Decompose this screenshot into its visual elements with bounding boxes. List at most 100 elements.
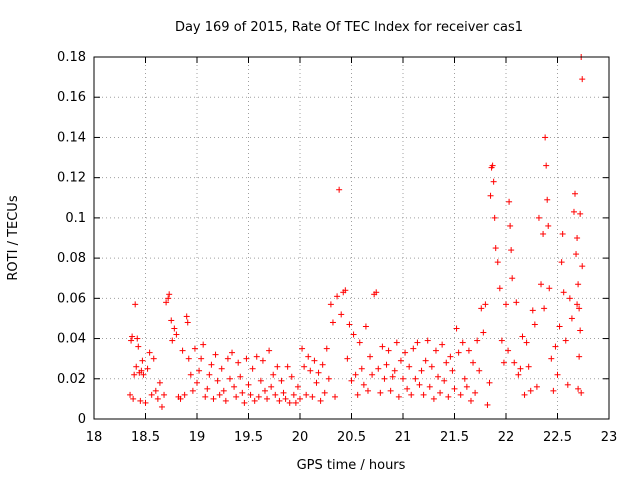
data-point (381, 375, 388, 382)
data-point (480, 329, 487, 336)
data-point (543, 162, 550, 169)
data-point (404, 385, 411, 392)
data-point (226, 375, 233, 382)
data-point (525, 363, 532, 370)
data-point (500, 359, 507, 366)
data-point (177, 395, 184, 402)
data-point (152, 387, 159, 394)
data-point (449, 367, 456, 374)
data-point (416, 381, 423, 388)
data-point (313, 379, 320, 386)
data-point (274, 363, 281, 370)
data-point (482, 301, 489, 308)
data-point (529, 307, 536, 314)
data-point (350, 331, 357, 338)
data-point (474, 337, 481, 344)
y-tick-label: 0.14 (57, 130, 86, 145)
data-point (191, 345, 198, 352)
data-point (158, 403, 165, 410)
x-tick-label: 18 (86, 430, 103, 445)
data-point (235, 359, 242, 366)
data-point (560, 289, 567, 296)
y-tick-label: 0 (78, 412, 86, 427)
data-point (443, 359, 450, 366)
y-tick-label: 0.16 (57, 90, 86, 105)
data-point (447, 353, 454, 360)
data-point (249, 365, 256, 372)
data-point (397, 357, 404, 364)
data-point (309, 393, 316, 400)
data-point (148, 391, 155, 398)
data-point (184, 319, 191, 326)
data-point (445, 393, 452, 400)
data-point (140, 371, 147, 378)
data-point (194, 379, 200, 386)
data-point (299, 345, 306, 352)
data-point (461, 375, 468, 382)
data-point (420, 391, 427, 398)
data-point (163, 299, 170, 306)
data-point (486, 379, 493, 386)
data-point (505, 347, 512, 354)
x-axis-label: GPS time / hours (297, 458, 406, 473)
data-point (131, 371, 138, 378)
data-point (189, 387, 196, 394)
data-point (270, 371, 277, 378)
data-point (494, 259, 501, 266)
data-point (183, 313, 190, 320)
data-point (577, 210, 584, 217)
data-point (352, 371, 359, 378)
data-point (544, 196, 551, 203)
data-point (166, 291, 173, 298)
data-point (564, 381, 571, 388)
data-point (133, 363, 140, 370)
x-tick-label: 23 (601, 430, 618, 445)
y-tick-label: 0.12 (57, 171, 86, 186)
data-point (489, 162, 496, 169)
data-point (377, 389, 384, 396)
data-point (276, 397, 283, 404)
data-point (196, 367, 203, 374)
data-point (472, 389, 479, 396)
data-point (137, 397, 144, 404)
data-point (574, 301, 581, 308)
data-point (171, 325, 178, 332)
data-point (329, 319, 336, 326)
data-point (266, 347, 273, 354)
axis-ticks: 18 18.5 19 19.5 20 20.5 21 21.5 22 22.5 23 0 0.02 0.0… (57, 50, 617, 445)
data-point (513, 299, 520, 306)
data-point (204, 385, 211, 392)
data-point (492, 245, 499, 252)
data-point (373, 289, 380, 296)
data-point (198, 355, 205, 362)
data-point (342, 287, 349, 294)
x-tick-label: 21.5 (440, 430, 469, 445)
data-point (424, 337, 431, 344)
data-point (579, 263, 586, 270)
data-point (418, 367, 425, 374)
data-point (346, 321, 353, 328)
data-point (435, 373, 442, 380)
data-point (264, 395, 271, 402)
data-point (129, 333, 136, 340)
data-point (535, 214, 542, 221)
data-point (278, 377, 285, 384)
data-point (222, 397, 229, 404)
data-point (542, 134, 549, 141)
data-point (272, 391, 279, 398)
data-point (168, 317, 175, 324)
data-point (511, 359, 518, 366)
data-point (317, 397, 324, 404)
data-point (432, 347, 439, 354)
data-point (546, 285, 553, 292)
data-point (579, 76, 586, 83)
data-point (253, 353, 260, 360)
data-point (487, 192, 494, 199)
data-point (515, 371, 522, 378)
data-point (358, 365, 365, 372)
data-point (185, 355, 192, 362)
data-point (476, 367, 483, 374)
data-point (319, 361, 326, 368)
data-point (301, 363, 308, 370)
data-point (527, 387, 534, 394)
